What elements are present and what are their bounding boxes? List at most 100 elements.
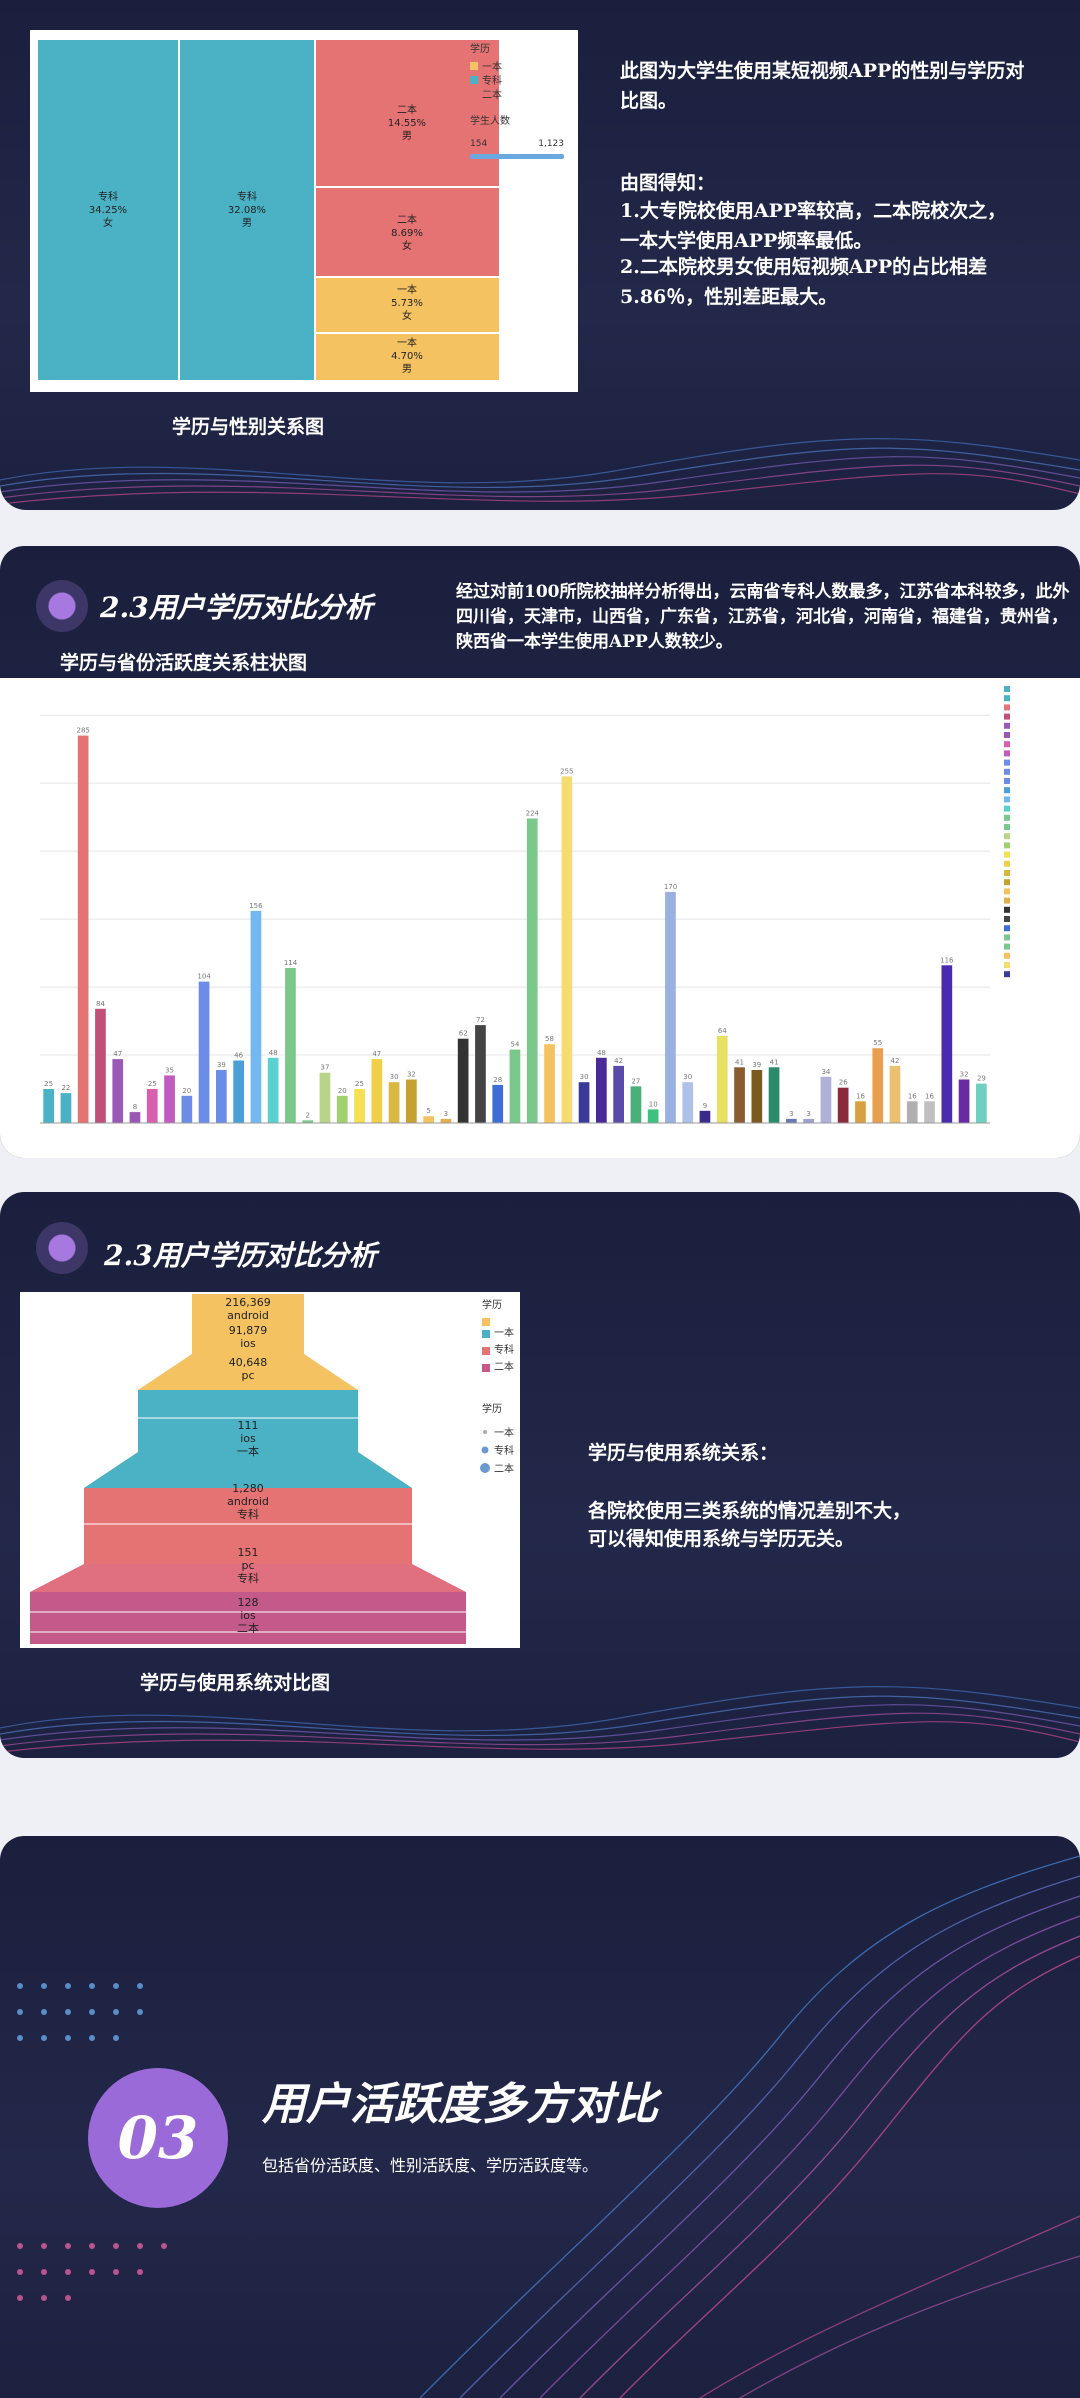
legend-swatch (1004, 879, 1010, 886)
legend-swatch (1004, 962, 1010, 968)
bar-value-label: 35 (165, 1066, 174, 1074)
bar (941, 965, 953, 1123)
bar-value-label: 25 (44, 1080, 53, 1088)
funnel-os: ios (240, 1609, 256, 1622)
bar-value-label: 156 (249, 902, 263, 910)
funnel-layer-zhuanke (84, 1488, 412, 1564)
funnel-svg: 216,369 android 91,879 ios 40,648 pc 111… (30, 1294, 514, 1644)
bar (285, 968, 296, 1123)
legend-swatch (482, 1318, 490, 1326)
bar-value-label: 20 (338, 1087, 347, 1095)
bar (786, 1118, 797, 1123)
bar-value-label: 3 (444, 1110, 448, 1118)
bar (95, 1008, 106, 1123)
funnel-edu: 专科 (237, 1507, 259, 1521)
bar (596, 1057, 607, 1124)
section-number-badge: 03 (88, 2068, 228, 2208)
bar (578, 1082, 590, 1123)
bar (682, 1082, 694, 1123)
funnel-layer-yiben (138, 1390, 358, 1452)
bar (371, 1059, 383, 1123)
funnel-layer-android (192, 1294, 304, 1354)
legend-swatch (1004, 842, 1010, 849)
bar-value-label: 42 (891, 1057, 900, 1065)
bar (198, 981, 210, 1123)
bar-value-label: 255 (560, 767, 573, 775)
funnel-legend-item: 一本 (494, 1326, 514, 1339)
funnel-value: 216,369 (225, 1296, 271, 1309)
treemap-label-edu: 专科 (237, 190, 257, 203)
funnel-layer-zhuanke-pc (30, 1564, 466, 1592)
section-gender-education: 专科 34.25% 女 专科 32.08% 男 二本 14.55% 男 二本 8… (0, 0, 1080, 510)
section-number: 03 (117, 2104, 199, 2172)
bar-value-label: 3 (789, 1110, 793, 1118)
bar-value-label: 46 (234, 1052, 243, 1060)
bar (492, 1084, 504, 1123)
relation-title: 学历与使用系统关系： (588, 1442, 779, 1464)
treemap-legend-title: 学历 (470, 42, 490, 55)
funnel-value: 1,280 (232, 1482, 264, 1495)
decorative-lines (17, 1855, 1080, 2398)
section-bullet-icon (36, 580, 88, 632)
legend-swatch (1004, 741, 1010, 748)
legend-swatch (1004, 704, 1010, 711)
bar-value-label: 42 (614, 1057, 623, 1065)
legend-swatch (482, 1364, 490, 1372)
bar (906, 1101, 918, 1124)
legend-swatch (1004, 851, 1010, 858)
legend-swatch (1004, 860, 1010, 867)
bar-value-label: 116 (940, 956, 954, 964)
bar (406, 1079, 417, 1123)
bar (768, 1067, 780, 1123)
funnel-os: ios (240, 1432, 256, 1445)
section1-findings-title: 由图得知： (620, 172, 716, 194)
section2-heading: 2.3用户学历对比分析 (100, 591, 373, 624)
bar (613, 1065, 624, 1123)
bar (820, 1076, 832, 1123)
bar (716, 1036, 728, 1123)
legend-swatch (1004, 695, 1010, 702)
legend-swatch (1004, 916, 1010, 922)
funnel-layer-yiben-2 (84, 1452, 412, 1488)
funnel-os: pc (241, 1559, 254, 1572)
bar-value-label: 285 (77, 727, 90, 735)
section3-heading: 2.3用户学历对比分析 (104, 1239, 377, 1272)
section-bullet-icon (36, 1222, 88, 1274)
funnel-legend-title: 学历 (482, 1298, 502, 1311)
treemap-range-max: 1,123 (538, 139, 564, 149)
legend-swatch (1004, 814, 1010, 821)
treemap-range-slider[interactable] (470, 154, 564, 159)
legend-swatch (1004, 925, 1010, 932)
bar (423, 1116, 434, 1123)
bar (958, 1079, 970, 1123)
funnel-caption: 学历与使用系统对比图 (140, 1672, 331, 1694)
bar-value-label: 32 (407, 1071, 416, 1079)
bar (440, 1118, 452, 1123)
bar-value-label: 54 (511, 1041, 520, 1049)
bar (43, 1089, 54, 1123)
bar (526, 818, 538, 1123)
bar-value-label: 25 (355, 1080, 364, 1088)
legend-swatch (1004, 824, 1010, 830)
bar-chart: 25 22 285 84 47 8 25 35 20 104 39 46 156 48 114 2 37 20 25… (0, 678, 1080, 1158)
bar (233, 1060, 244, 1123)
bar (837, 1087, 849, 1123)
legend-swatch (470, 62, 478, 70)
bar-value-label: 16 (856, 1092, 865, 1100)
legend-swatch (1004, 870, 1010, 876)
bar-value-label: 16 (925, 1092, 934, 1100)
treemap-label-sex: 男 (402, 363, 412, 375)
bar (561, 776, 573, 1123)
treemap-range-title: 学生人数 (470, 114, 510, 127)
treemap-cell-erben-female (316, 188, 499, 276)
legend-swatch (1004, 934, 1010, 941)
bar-value-label: 28 (493, 1076, 502, 1084)
legend-swatch (1004, 750, 1010, 757)
funnel-edu: 一本 (237, 1444, 259, 1458)
legend-swatch (1004, 897, 1010, 904)
section2-description: 经过对前100所院校抽样分析得出，云南省专科人数最多，江苏省本科较多，此外四川省… (456, 582, 1070, 652)
bar-value-label: 58 (545, 1035, 554, 1043)
treemap-cell-zhuanke-male (180, 40, 314, 380)
bar-value-label: 29 (977, 1075, 986, 1083)
legend-swatch (1004, 713, 1010, 720)
